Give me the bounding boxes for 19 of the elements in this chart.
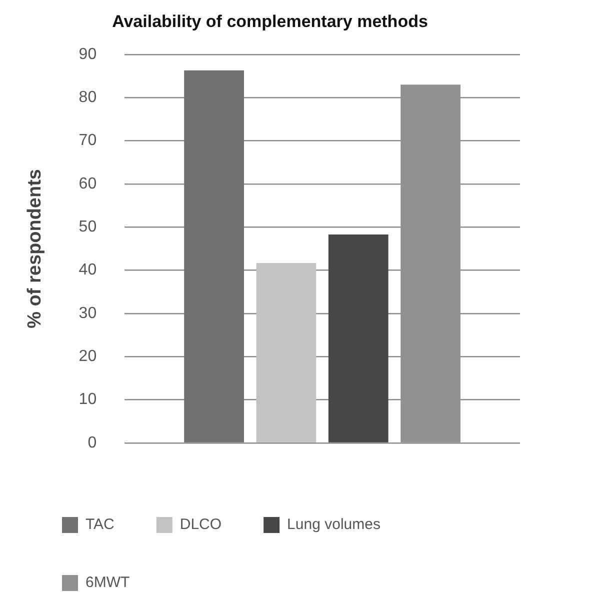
y-axis-title: % of respondents [24, 168, 46, 328]
legend-label: TAC [86, 516, 115, 534]
y-tick-label: 20 [78, 348, 97, 366]
chart-title: Availability of complementary methods [112, 12, 428, 31]
y-tick-label: 40 [78, 262, 97, 279]
bar [184, 70, 244, 442]
legend-label: Lung volumes [287, 516, 380, 534]
bar [256, 262, 316, 442]
y-tick-label: 30 [78, 304, 97, 322]
y-tick-label: 70 [78, 132, 97, 150]
y-tick-label: 0 [88, 434, 97, 452]
legend-label: 6MWT [86, 574, 130, 592]
y-tick-label: 80 [78, 88, 97, 106]
legend-label: DLCO [180, 516, 222, 534]
y-tick-label: 90 [78, 46, 97, 63]
y-tick-label: 10 [78, 391, 97, 408]
y-tick-label: 50 [78, 218, 97, 236]
bar [328, 234, 388, 442]
y-tick-label: 60 [78, 175, 97, 192]
